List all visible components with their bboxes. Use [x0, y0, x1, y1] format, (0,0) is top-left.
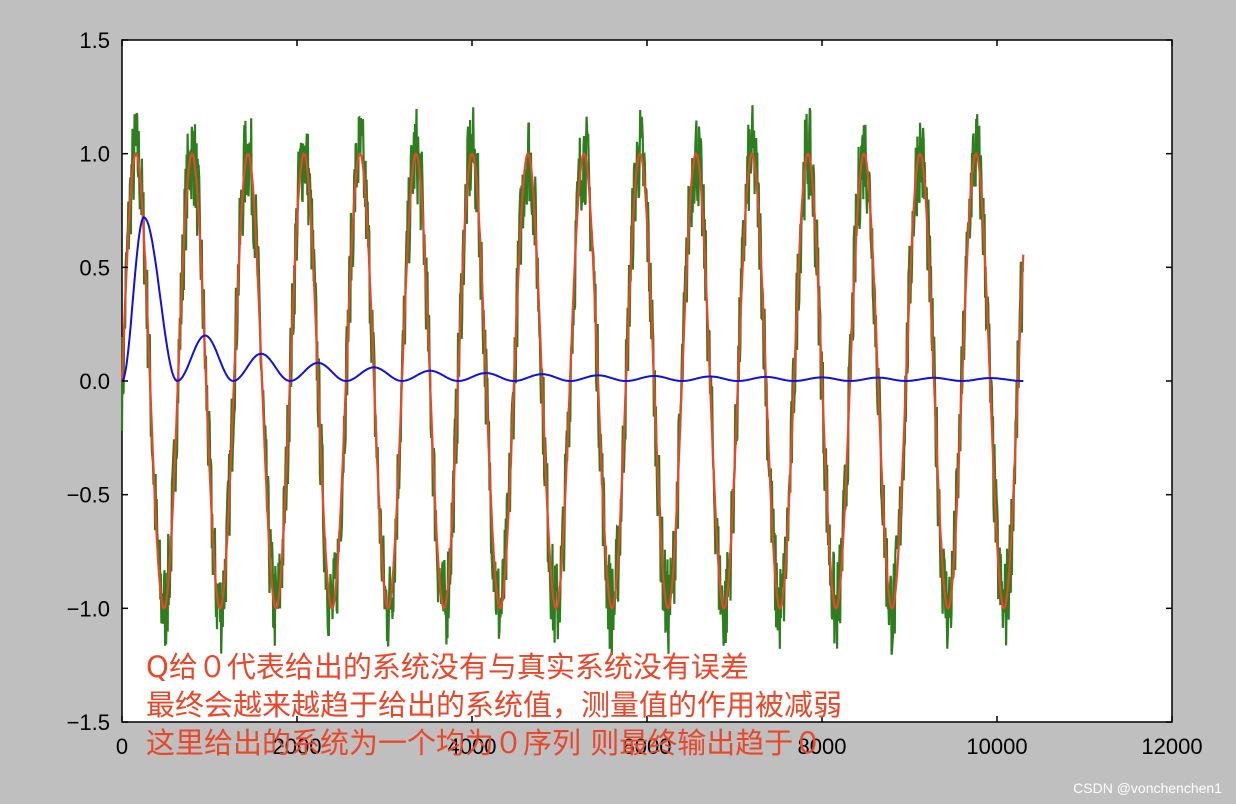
y-tick-label: 1.0: [79, 142, 110, 167]
x-tick-label: 10000: [966, 734, 1027, 759]
x-tick-label: 6000: [623, 734, 672, 759]
plot-area: [121, 39, 1173, 723]
annotation-line-3: 这里给出的系统为一个均为０序列 则最终输出趋于０: [146, 726, 823, 760]
annotation-line-1: Q给０代表给出的系统没有与真实系统没有误差: [146, 650, 749, 684]
x-tick-label: 4000: [448, 734, 497, 759]
series-true-line: [120, 151, 1025, 611]
y-tick-label: 0.0: [79, 369, 110, 394]
ticks-layer: 0 2000 4000 6000 8000 10000 12000 −1.5 −1.0 −0.5 0…: [67, 28, 1203, 759]
annotation-line-2: 最终会越来越趋于给出的系统值，测量值的作用被减弱: [146, 688, 843, 722]
y-tick-label: −0.5: [67, 483, 110, 508]
x-tick-label: 0: [116, 734, 128, 759]
series-estimate-line: [121, 216, 1024, 383]
y-tick-label: 0.5: [79, 255, 110, 280]
series-measurement-line: [120, 105, 1024, 655]
y-tick-label: −1.5: [67, 710, 110, 735]
watermark: CSDN @vonchenchen1: [1073, 780, 1222, 796]
x-tick-label: 12000: [1141, 734, 1202, 759]
y-tick-label: 1.5: [79, 28, 110, 53]
x-tick-label: 8000: [798, 734, 847, 759]
x-tick-label: 2000: [273, 734, 322, 759]
y-tick-label: −1.0: [67, 596, 110, 621]
series-layer: [120, 105, 1025, 655]
